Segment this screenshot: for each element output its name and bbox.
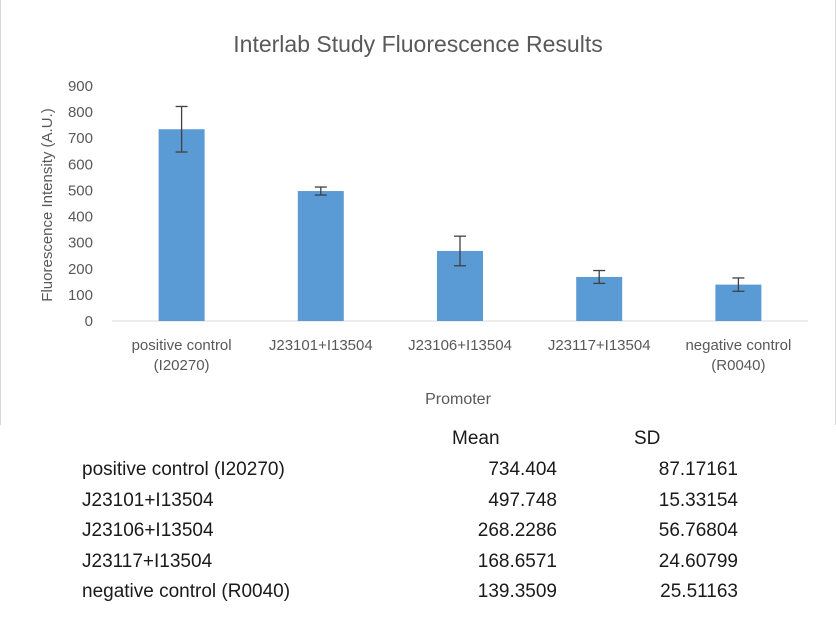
x-axis-title: Promoter	[425, 391, 491, 408]
error-bars	[175, 105, 745, 292]
table-header-sd: SD	[634, 428, 661, 449]
y-tick-label: 800	[68, 104, 93, 121]
error-bar	[454, 235, 466, 267]
y-axis-ticks: 0 100 200 300 400 500 600 700 800 900	[68, 78, 93, 330]
row-sd: 15.33154	[658, 490, 738, 511]
row-mean: 268.2286	[477, 520, 557, 541]
error-bar	[175, 105, 188, 153]
stats-table: Mean SD positive control (I20270) 734.404…	[0, 425, 836, 630]
y-tick-label: 200	[68, 261, 93, 278]
bar	[576, 276, 623, 321]
y-tick-label: 400	[68, 209, 93, 226]
row-label: positive control (I20270)	[82, 459, 285, 480]
bar	[297, 191, 344, 321]
bar-chart: Interlab Study Fluorescence Results Fluo…	[39, 31, 808, 408]
y-tick-label: 0	[85, 313, 93, 330]
row-sd: 24.60799	[658, 551, 738, 572]
bars	[158, 129, 762, 321]
table-header-mean: Mean	[452, 428, 500, 449]
row-mean: 139.3509	[477, 581, 557, 602]
chart-frame-left-edge	[0, 0, 1, 425]
row-label: J23106+I13504	[82, 520, 214, 541]
chart-title: Interlab Study Fluorescence Results	[233, 31, 602, 57]
chart-area: Interlab Study Fluorescence Results Fluo…	[0, 0, 836, 425]
y-axis-title: Fluorescence Intensity (A.U.)	[39, 108, 56, 301]
x-tick-label: J23106+I13504	[408, 337, 512, 354]
x-tick-label: J23117+I13504	[548, 337, 651, 354]
y-tick-label: 300	[68, 235, 93, 252]
row-mean: 497.748	[488, 490, 557, 511]
row-sd: 87.17161	[658, 459, 738, 480]
y-tick-label: 900	[68, 78, 93, 95]
error-bar	[314, 186, 327, 196]
y-tick-label: 600	[68, 156, 93, 173]
x-tick-label: positive control	[132, 337, 232, 354]
y-tick-label: 100	[68, 287, 93, 304]
row-mean: 734.404	[488, 459, 557, 480]
row-sd: 56.76804	[658, 520, 738, 541]
y-tick-label: 500	[68, 182, 93, 199]
y-tick-label: 700	[68, 130, 93, 147]
x-tick-label: (I20270)	[154, 357, 210, 374]
bar	[158, 129, 205, 321]
x-axis-ticks: positive control (I20270) J23101+I13504 J23…	[132, 337, 792, 374]
row-mean: 168.6571	[477, 551, 557, 572]
row-label: negative control (R0040)	[82, 581, 291, 602]
x-tick-label: (R0040)	[711, 357, 765, 374]
row-sd: 25.51163	[660, 581, 738, 602]
row-label: J23117+I13504	[82, 551, 213, 572]
error-bar	[593, 269, 606, 285]
x-tick-label: negative control	[685, 337, 791, 354]
row-label: J23101+I13504	[82, 490, 214, 511]
x-tick-label: J23101+I13504	[269, 337, 373, 354]
error-bar	[732, 277, 745, 292]
